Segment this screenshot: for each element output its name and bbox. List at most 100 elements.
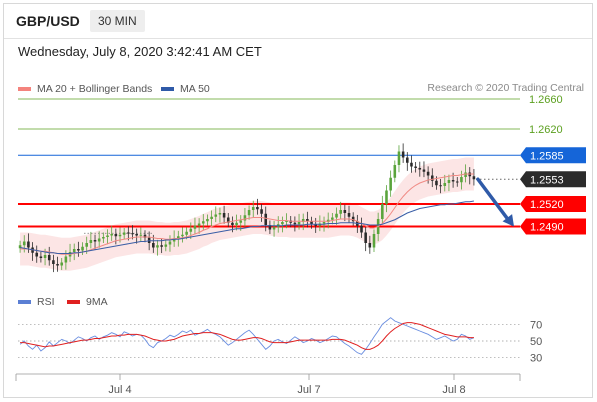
candle-body	[127, 232, 130, 234]
candle-body	[185, 231, 188, 235]
candle-body	[385, 190, 388, 204]
candle-body	[264, 213, 268, 225]
candle-body	[435, 180, 438, 186]
candle-body	[314, 224, 317, 226]
candle-body	[268, 225, 272, 230]
candle-body	[201, 221, 205, 224]
candle-body	[451, 180, 455, 182]
candle-body	[410, 162, 413, 167]
level-tag-3	[520, 171, 586, 188]
candle-body	[206, 219, 209, 222]
candle-body	[77, 249, 80, 251]
candle-body	[418, 168, 422, 170]
currency-pair-title: GBP/USD	[16, 13, 80, 29]
candle-body	[193, 225, 197, 229]
candle-body	[35, 252, 39, 257]
candle-body	[97, 238, 101, 242]
candle-body	[397, 151, 401, 165]
candle-body	[430, 175, 434, 181]
candle-body	[364, 232, 367, 243]
candle-body	[56, 264, 59, 266]
candle-body	[226, 217, 230, 223]
price-chart-svg: 1.2660 1.2620 1.2585 1.2553 1.2520 1.2490 70 50…	[15, 94, 586, 396]
level-tag-5	[520, 218, 586, 235]
candle-body	[260, 209, 263, 214]
candle-body	[455, 181, 459, 183]
candle-body	[164, 244, 168, 247]
candle-body	[218, 213, 222, 215]
candle-body	[131, 233, 134, 235]
candle-body	[343, 210, 347, 213]
legend-ma20-label: MA 20 + Bollinger Bands	[37, 83, 153, 95]
candle-body	[272, 227, 276, 230]
candle-body	[102, 237, 105, 239]
candle-body	[401, 151, 405, 158]
candle-body	[181, 234, 184, 237]
candle-body	[389, 177, 392, 191]
candle-body	[160, 245, 163, 247]
candle-body	[251, 207, 255, 210]
candle-body	[189, 228, 193, 232]
rsi-tick-label: 70	[530, 319, 542, 331]
candle-body	[422, 169, 426, 172]
level-label-2: 1.2585	[530, 150, 564, 162]
candle-body	[89, 240, 93, 243]
candle-body	[152, 243, 155, 248]
candle-body	[464, 172, 467, 177]
x-tick-label: Jul 4	[108, 384, 131, 396]
ma20-line	[20, 173, 474, 255]
candle-body	[93, 240, 97, 242]
timeframe-button[interactable]: 30 MIN	[90, 10, 145, 32]
candle-body	[43, 255, 47, 258]
legend-9ma: 9MA	[67, 296, 108, 308]
forecast-arrow-shaft	[476, 177, 510, 222]
chart-header: GBP/USD 30 MIN	[4, 4, 592, 38]
candle-body	[439, 185, 442, 187]
candle-body	[47, 255, 51, 261]
rsi-9ma-line	[20, 322, 474, 350]
ma50-line	[19, 200, 475, 254]
candle-body	[110, 234, 113, 236]
legend-ma20-swatch	[18, 87, 31, 91]
candle-body	[235, 222, 238, 225]
candle-body	[197, 223, 201, 226]
candle-body	[81, 246, 84, 251]
candle-body	[381, 204, 384, 219]
legend-ma50-label: MA 50	[180, 83, 210, 95]
candle-body	[406, 157, 409, 163]
candle-body	[331, 217, 334, 220]
candle-body	[347, 213, 351, 217]
level-tag-4	[520, 196, 586, 212]
candle-body	[247, 210, 251, 216]
legend-ma20-bollinger: MA 20 + Bollinger Bands	[18, 83, 152, 95]
candle-body	[60, 262, 64, 266]
rsi-tick-label: 30	[530, 353, 542, 365]
candle-body	[27, 241, 30, 248]
level-label-3: 1.2553	[530, 174, 564, 186]
candle-body	[85, 243, 88, 247]
candle-body	[210, 216, 213, 219]
candle-body	[39, 256, 43, 258]
legend-rsi-label: RSI	[37, 296, 55, 308]
candle-body	[106, 235, 109, 237]
candle-body	[426, 171, 430, 176]
candle-body	[239, 220, 243, 223]
candle-body	[114, 234, 118, 237]
x-tick-label: Jul 8	[442, 384, 465, 396]
level-label-0: 1.2660	[529, 94, 563, 106]
candle-body	[118, 234, 122, 237]
candle-body	[143, 234, 147, 238]
candle-body	[177, 236, 180, 239]
candle-body	[135, 234, 138, 236]
candle-body	[301, 219, 305, 222]
forecast-arrow-head	[502, 214, 514, 227]
candle-body	[285, 220, 288, 222]
candle-body	[393, 165, 397, 178]
candle-body	[372, 234, 376, 248]
rsi-tick-label: 50	[530, 336, 542, 348]
level-label-5: 1.2490	[530, 222, 564, 234]
candle-body	[306, 219, 309, 222]
rsi-line	[19, 317, 475, 355]
candle-body	[351, 216, 355, 222]
candle-body	[156, 245, 159, 248]
